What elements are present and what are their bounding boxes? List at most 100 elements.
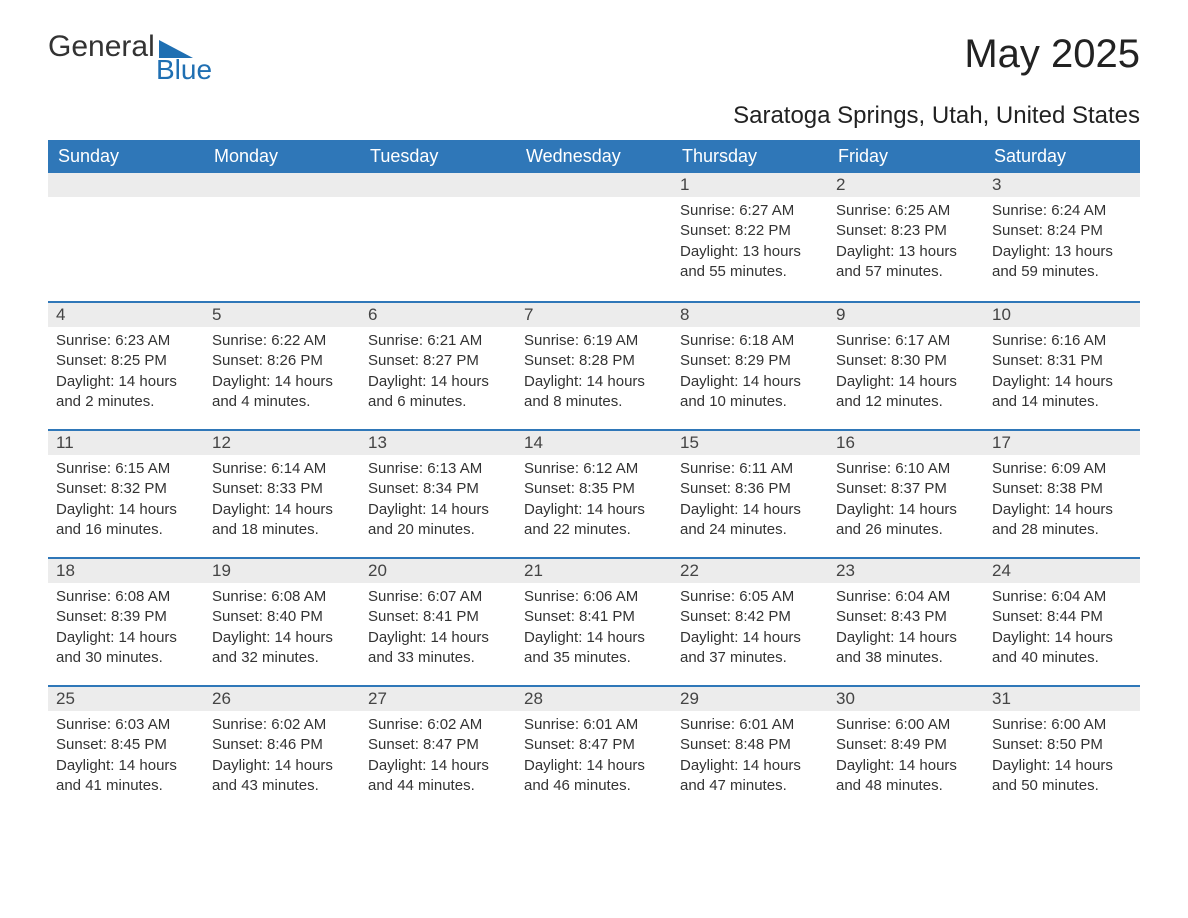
sunrise-text: Sunrise: 6:07 AM (368, 587, 508, 607)
day-number: 7 (516, 303, 672, 327)
logo: General Blue (48, 32, 212, 84)
sunrise-text: Sunrise: 6:15 AM (56, 459, 196, 479)
day-body: Sunrise: 6:00 AMSunset: 8:50 PMDaylight:… (984, 711, 1140, 806)
day-cell (48, 173, 204, 301)
sunset-text: Sunset: 8:38 PM (992, 479, 1132, 499)
sunset-text: Sunset: 8:26 PM (212, 351, 352, 371)
sunset-text: Sunset: 8:49 PM (836, 735, 976, 755)
day-body: Sunrise: 6:17 AMSunset: 8:30 PMDaylight:… (828, 327, 984, 422)
daylight-text: Daylight: 14 hours and 40 minutes. (992, 628, 1132, 669)
sunset-text: Sunset: 8:22 PM (680, 221, 820, 241)
day-body: Sunrise: 6:02 AMSunset: 8:47 PMDaylight:… (360, 711, 516, 806)
day-cell: 21Sunrise: 6:06 AMSunset: 8:41 PMDayligh… (516, 559, 672, 685)
day-body: Sunrise: 6:15 AMSunset: 8:32 PMDaylight:… (48, 455, 204, 550)
day-number: 21 (516, 559, 672, 583)
daylight-text: Daylight: 14 hours and 37 minutes. (680, 628, 820, 669)
day-number: 8 (672, 303, 828, 327)
sunset-text: Sunset: 8:25 PM (56, 351, 196, 371)
sunset-text: Sunset: 8:39 PM (56, 607, 196, 627)
week-row: 11Sunrise: 6:15 AMSunset: 8:32 PMDayligh… (48, 429, 1140, 557)
day-number: 10 (984, 303, 1140, 327)
day-body: Sunrise: 6:01 AMSunset: 8:47 PMDaylight:… (516, 711, 672, 806)
day-body: Sunrise: 6:02 AMSunset: 8:46 PMDaylight:… (204, 711, 360, 806)
sunrise-text: Sunrise: 6:17 AM (836, 331, 976, 351)
sunset-text: Sunset: 8:47 PM (524, 735, 664, 755)
day-number: 22 (672, 559, 828, 583)
day-cell: 16Sunrise: 6:10 AMSunset: 8:37 PMDayligh… (828, 431, 984, 557)
day-number: 16 (828, 431, 984, 455)
daylight-text: Daylight: 14 hours and 22 minutes. (524, 500, 664, 541)
sunset-text: Sunset: 8:36 PM (680, 479, 820, 499)
weekday-header: Saturday (984, 140, 1140, 173)
day-number: 25 (48, 687, 204, 711)
sunrise-text: Sunrise: 6:08 AM (212, 587, 352, 607)
daylight-text: Daylight: 14 hours and 18 minutes. (212, 500, 352, 541)
sunset-text: Sunset: 8:29 PM (680, 351, 820, 371)
daylight-text: Daylight: 14 hours and 32 minutes. (212, 628, 352, 669)
sunrise-text: Sunrise: 6:11 AM (680, 459, 820, 479)
weekday-header: Tuesday (360, 140, 516, 173)
weekday-header: Friday (828, 140, 984, 173)
day-number: 18 (48, 559, 204, 583)
sunrise-text: Sunrise: 6:08 AM (56, 587, 196, 607)
weekday-header: Sunday (48, 140, 204, 173)
sunrise-text: Sunrise: 6:18 AM (680, 331, 820, 351)
page-title: May 2025 (964, 32, 1140, 77)
sunset-text: Sunset: 8:28 PM (524, 351, 664, 371)
sunrise-text: Sunrise: 6:00 AM (992, 715, 1132, 735)
daylight-text: Daylight: 14 hours and 43 minutes. (212, 756, 352, 797)
day-cell: 13Sunrise: 6:13 AMSunset: 8:34 PMDayligh… (360, 431, 516, 557)
day-cell: 22Sunrise: 6:05 AMSunset: 8:42 PMDayligh… (672, 559, 828, 685)
sunrise-text: Sunrise: 6:27 AM (680, 201, 820, 221)
sunset-text: Sunset: 8:42 PM (680, 607, 820, 627)
day-number: 12 (204, 431, 360, 455)
weekday-header: Monday (204, 140, 360, 173)
sunrise-text: Sunrise: 6:04 AM (836, 587, 976, 607)
sunrise-text: Sunrise: 6:06 AM (524, 587, 664, 607)
day-number: 11 (48, 431, 204, 455)
sunset-text: Sunset: 8:50 PM (992, 735, 1132, 755)
day-number: 15 (672, 431, 828, 455)
day-number: 19 (204, 559, 360, 583)
day-body: Sunrise: 6:01 AMSunset: 8:48 PMDaylight:… (672, 711, 828, 806)
sunset-text: Sunset: 8:32 PM (56, 479, 196, 499)
day-body: Sunrise: 6:07 AMSunset: 8:41 PMDaylight:… (360, 583, 516, 678)
daylight-text: Daylight: 14 hours and 41 minutes. (56, 756, 196, 797)
daylight-text: Daylight: 14 hours and 26 minutes. (836, 500, 976, 541)
daylight-text: Daylight: 14 hours and 50 minutes. (992, 756, 1132, 797)
day-cell: 19 Sunrise: 6:08 AMSunset: 8:40 PMDayligh… (204, 559, 360, 685)
daylight-text: Daylight: 14 hours and 24 minutes. (680, 500, 820, 541)
day-cell: 7Sunrise: 6:19 AMSunset: 8:28 PMDaylight… (516, 303, 672, 429)
sunrise-text: Sunrise: 6:25 AM (836, 201, 976, 221)
sunrise-text: Sunrise: 6:01 AM (524, 715, 664, 735)
daylight-text: Daylight: 13 hours and 55 minutes. (680, 242, 820, 283)
logo-text-general: General (48, 32, 155, 62)
day-number (360, 173, 516, 197)
sunrise-text: Sunrise: 6:04 AM (992, 587, 1132, 607)
day-number: 6 (360, 303, 516, 327)
day-number: 1 (672, 173, 828, 197)
day-body: Sunrise: 6:27 AMSunset: 8:22 PMDaylight:… (672, 197, 828, 292)
weekday-header-row: SundayMondayTuesdayWednesdayThursdayFrid… (48, 140, 1140, 173)
daylight-text: Daylight: 14 hours and 30 minutes. (56, 628, 196, 669)
day-number: 14 (516, 431, 672, 455)
day-cell (360, 173, 516, 301)
sunset-text: Sunset: 8:47 PM (368, 735, 508, 755)
day-cell: 15Sunrise: 6:11 AMSunset: 8:36 PMDayligh… (672, 431, 828, 557)
sunrise-text: Sunrise: 6:24 AM (992, 201, 1132, 221)
day-cell: 14Sunrise: 6:12 AMSunset: 8:35 PMDayligh… (516, 431, 672, 557)
day-number: 3 (984, 173, 1140, 197)
day-body: Sunrise: 6:11 AMSunset: 8:36 PMDaylight:… (672, 455, 828, 550)
sunrise-text: Sunrise: 6:01 AM (680, 715, 820, 735)
day-body: Sunrise: 6:04 AMSunset: 8:44 PMDaylight:… (984, 583, 1140, 678)
day-number: 27 (360, 687, 516, 711)
day-cell: 1Sunrise: 6:27 AMSunset: 8:22 PMDaylight… (672, 173, 828, 301)
day-number (48, 173, 204, 197)
week-row: 25Sunrise: 6:03 AMSunset: 8:45 PMDayligh… (48, 685, 1140, 813)
day-body: Sunrise: 6:10 AMSunset: 8:37 PMDaylight:… (828, 455, 984, 550)
day-number: 20 (360, 559, 516, 583)
day-number: 30 (828, 687, 984, 711)
sunset-text: Sunset: 8:40 PM (212, 607, 352, 627)
sunrise-text: Sunrise: 6:02 AM (212, 715, 352, 735)
day-cell: 4Sunrise: 6:23 AMSunset: 8:25 PMDaylight… (48, 303, 204, 429)
